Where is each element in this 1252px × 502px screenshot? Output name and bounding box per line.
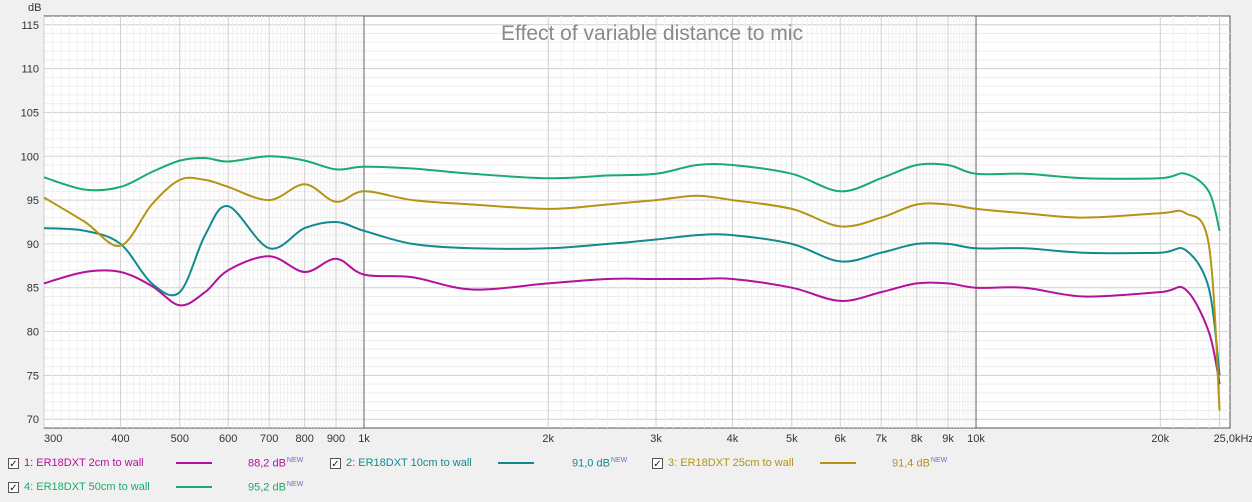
new-badge: NEW	[286, 480, 304, 488]
legend-item-4: ✓ 4: ER18DXT 50cm to wall	[8, 479, 212, 495]
legend-label-3: 3: ER18DXT 25cm to wall	[668, 457, 794, 469]
series-line-3	[43, 176, 1221, 411]
legend-value-1: 88,2 dBNEW	[248, 455, 303, 471]
series-line-2	[43, 205, 1221, 376]
x-tick-label: 8k	[911, 433, 923, 445]
x-tick-label: 900	[327, 433, 345, 445]
series-line-4	[43, 155, 1221, 232]
legend-label-4: 4: ER18DXT 50cm to wall	[24, 481, 150, 493]
legend-checkbox-2[interactable]: ✓	[330, 457, 341, 470]
x-tick-label: 2k	[542, 433, 554, 445]
x-tick-label: 25,0kHz	[1214, 433, 1252, 445]
grid	[43, 16, 1230, 428]
legend-item-3: ✓ 3: ER18DXT 25cm to wall	[652, 455, 856, 471]
legend-value-text: 95,2 dBNEW	[248, 480, 304, 494]
y-tick-label: 105	[21, 107, 39, 119]
x-tick-label: 300	[44, 433, 62, 445]
x-tick-label: 700	[260, 433, 278, 445]
legend-swatch-1	[176, 462, 212, 464]
x-tick-label: 600	[219, 433, 237, 445]
y-tick-label: 90	[27, 239, 39, 251]
new-badge: NEW	[610, 456, 628, 464]
x-tick-label: 800	[296, 433, 314, 445]
x-tick-label: 10k	[967, 433, 985, 445]
x-tick-label: 3k	[650, 433, 662, 445]
series-line-1	[43, 255, 1221, 385]
x-tick-label: 7k	[875, 433, 887, 445]
legend-value-2: 91,0 dBNEW	[572, 455, 627, 471]
legend-checkbox-4[interactable]: ✓	[8, 481, 19, 494]
x-tick-label: 1k	[358, 433, 370, 445]
y-tick-label: 100	[21, 151, 39, 163]
new-badge: NEW	[286, 456, 304, 464]
legend-swatch-4	[176, 486, 212, 488]
new-badge: NEW	[930, 456, 948, 464]
legend-item-1: ✓ 1: ER18DXT 2cm to wall	[8, 455, 212, 471]
legend-checkbox-1[interactable]: ✓	[8, 457, 19, 470]
legend-label-1: 1: ER18DXT 2cm to wall	[24, 457, 144, 469]
y-tick-label: 95	[27, 195, 39, 207]
x-tick-label: 500	[171, 433, 189, 445]
legend-value-3: 91,4 dBNEW	[892, 455, 947, 471]
legend-swatch-2	[498, 462, 534, 464]
y-tick-label: 110	[21, 64, 39, 76]
y-tick-label: 75	[27, 370, 39, 382]
x-tick-label: 5k	[786, 433, 798, 445]
legend-value-4: 95,2 dBNEW	[248, 479, 303, 495]
x-tick-label: 20k	[1151, 433, 1169, 445]
legend-checkbox-3[interactable]: ✓	[652, 457, 663, 470]
y-tick-label: 85	[27, 283, 39, 295]
tick-labels: 70 75 80 85 90 95 100 105 110 115 300 400 500 600 700 8…	[21, 20, 1252, 445]
y-tick-label: 115	[21, 20, 39, 32]
legend-value-text: 88,2 dBNEW	[248, 456, 304, 470]
series-layer	[43, 155, 1221, 411]
x-tick-label: 4k	[727, 433, 739, 445]
y-tick-label: 80	[27, 327, 39, 339]
y-tick-label: 70	[27, 414, 39, 426]
y-axis-label: dB	[28, 2, 41, 14]
x-tick-label: 6k	[834, 433, 846, 445]
legend-item-2: ✓ 2: ER18DXT 10cm to wall	[330, 455, 534, 471]
legend-swatch-3	[820, 462, 856, 464]
x-tick-label: 9k	[942, 433, 954, 445]
legend-label-2: 2: ER18DXT 10cm to wall	[346, 457, 472, 469]
chart-title: Effect of variable distance to mic	[501, 22, 803, 45]
x-tick-label: 400	[111, 433, 129, 445]
legend-value-text: 91,0 dBNEW	[572, 456, 628, 470]
legend-value-text: 91,4 dBNEW	[892, 456, 948, 470]
